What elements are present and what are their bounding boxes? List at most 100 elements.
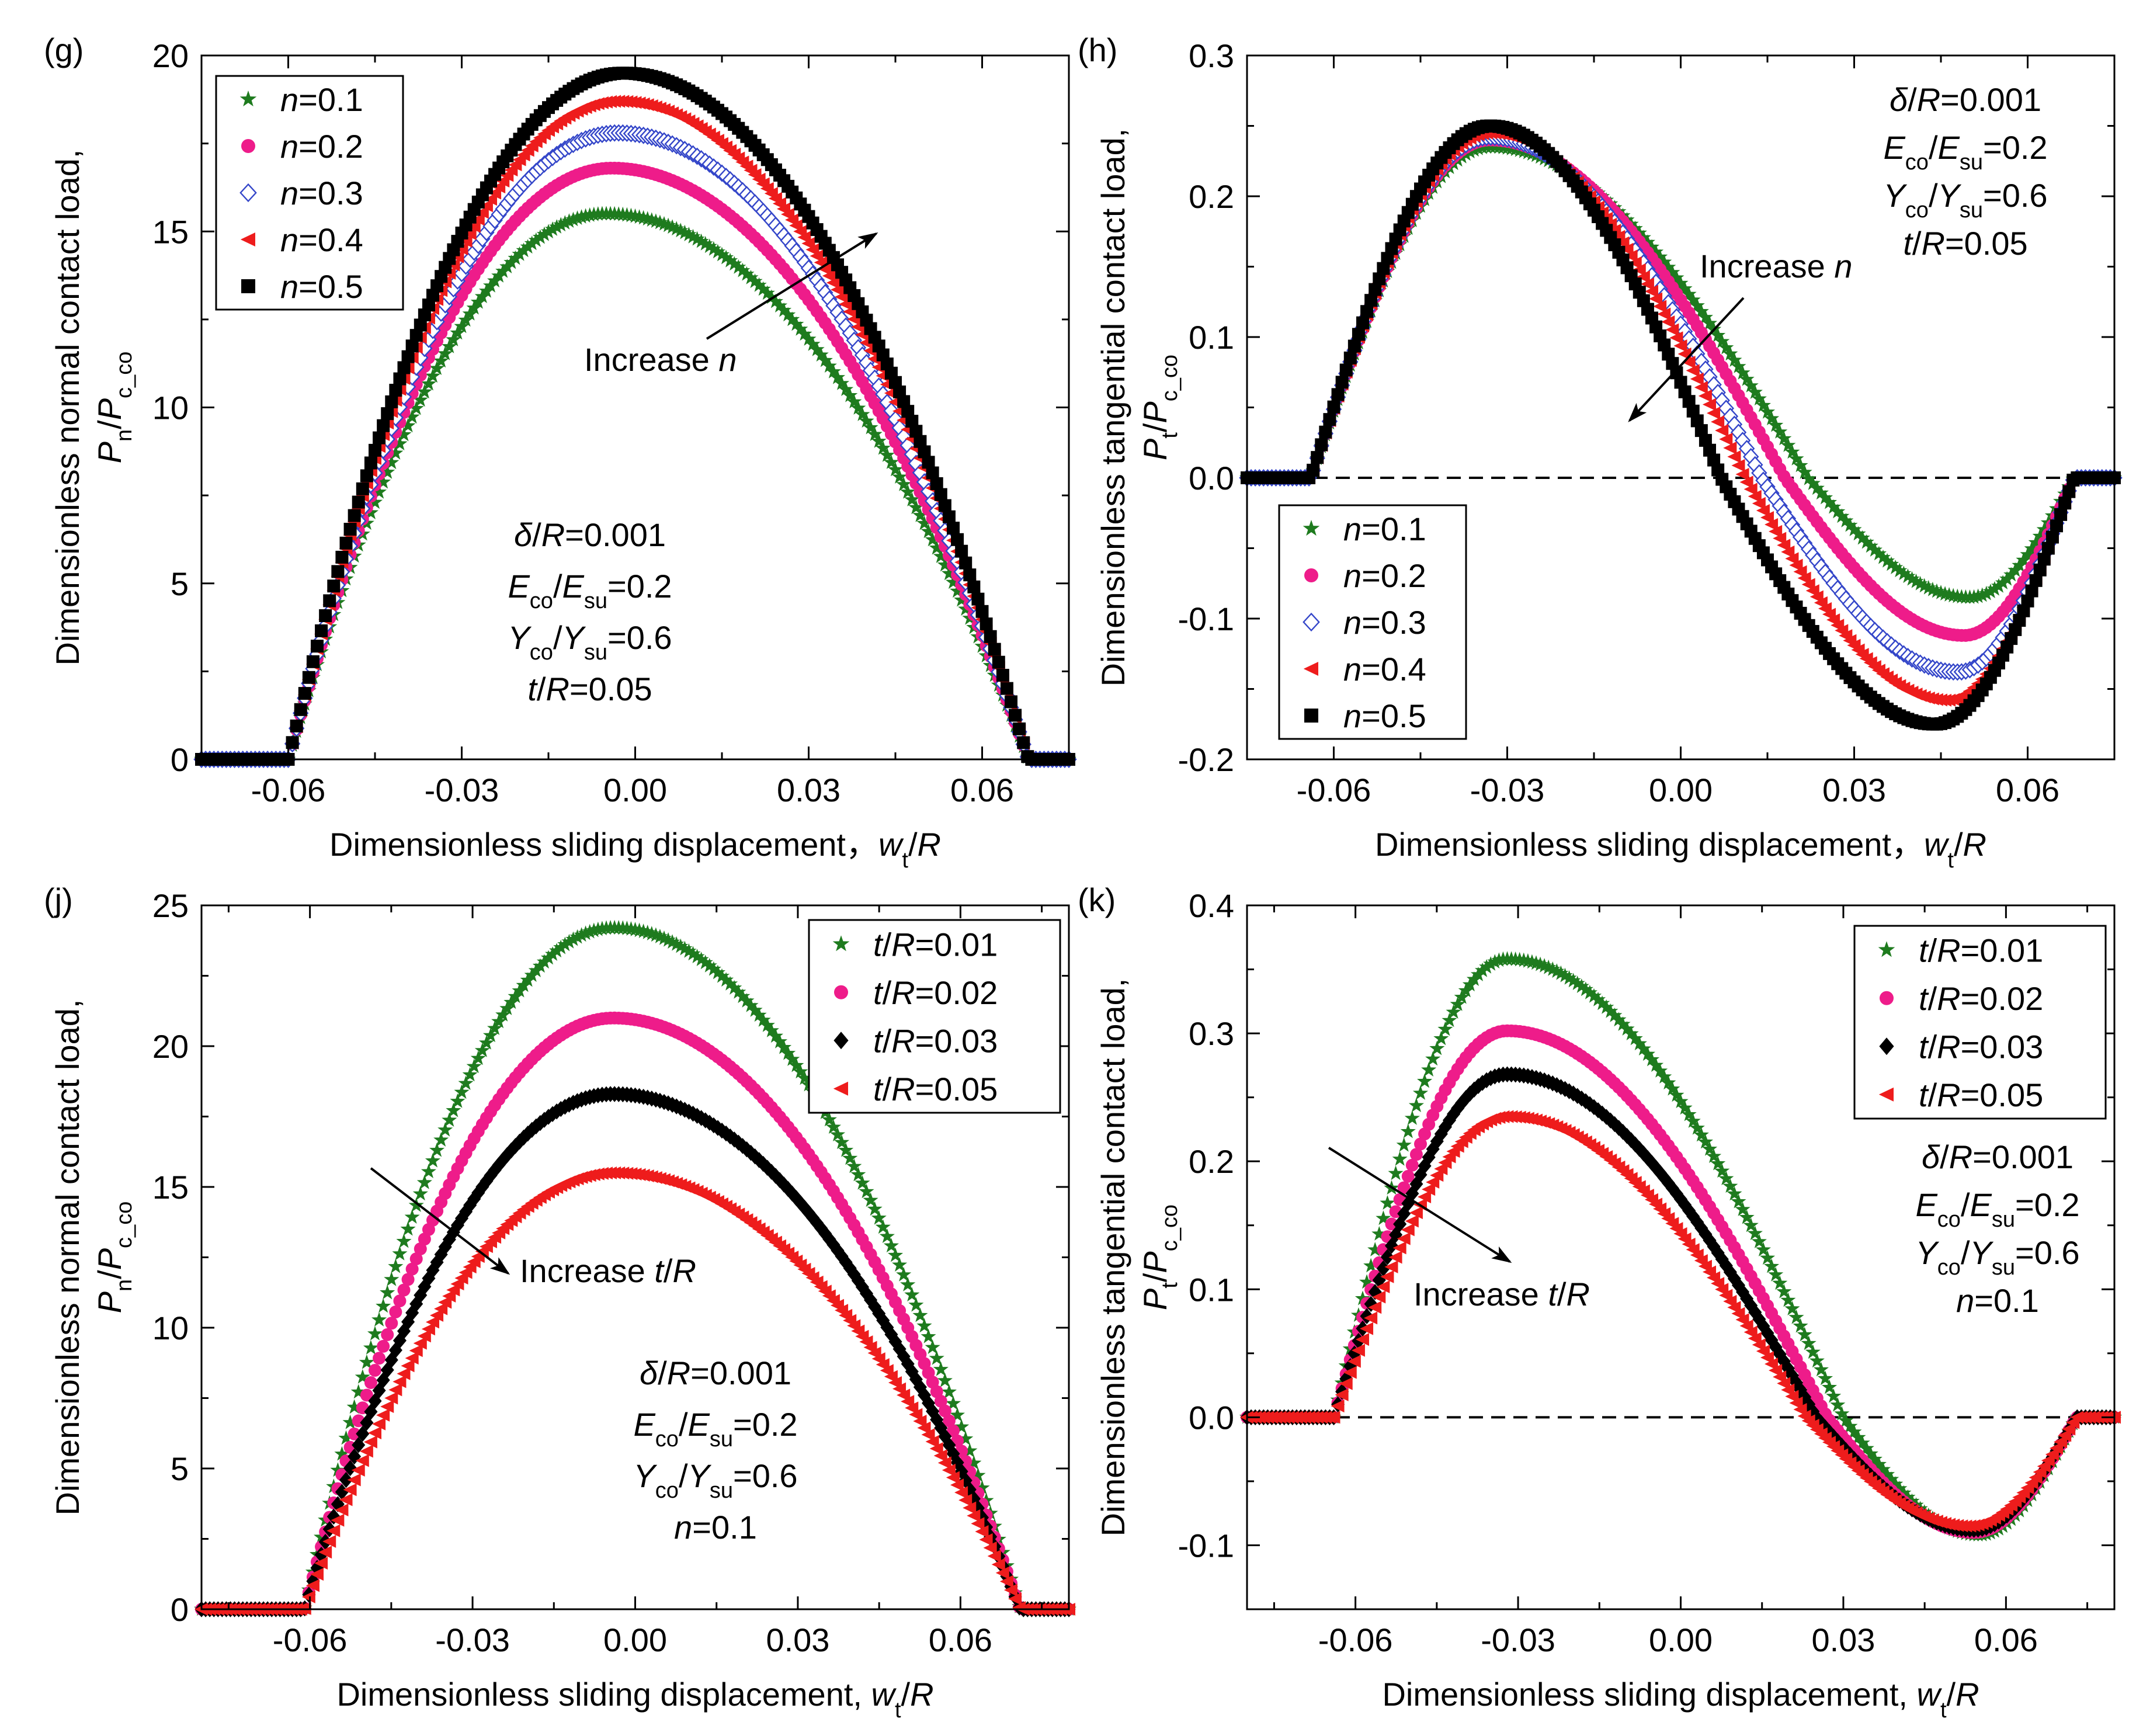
data-point <box>945 1395 961 1410</box>
y-tick-label: -0.1 <box>1178 600 1235 637</box>
data-point <box>1727 1186 1742 1201</box>
series-t/R=0.05 <box>1239 1110 2121 1533</box>
data-point <box>1769 1364 1783 1377</box>
data-point <box>1892 563 1908 578</box>
data-point <box>389 384 402 397</box>
data-point <box>1404 1110 1420 1125</box>
data-point <box>855 407 870 421</box>
data-point <box>1748 1332 1762 1345</box>
data-point <box>528 232 544 247</box>
data-point <box>495 263 511 278</box>
data-point <box>376 1298 391 1313</box>
y-tick-label: 0.1 <box>1189 319 1234 356</box>
data-point <box>422 1270 436 1287</box>
data-point <box>826 276 840 290</box>
data-point <box>838 381 854 396</box>
y-tick-label: -0.2 <box>1178 741 1235 778</box>
data-point <box>414 318 427 332</box>
data-point <box>1442 1012 1457 1027</box>
data-point <box>1607 224 1621 237</box>
data-point <box>1627 1030 1643 1046</box>
data-point <box>377 419 390 432</box>
y-tick-label: 0.3 <box>1189 37 1234 74</box>
data-point <box>372 1382 386 1399</box>
data-point <box>302 671 315 684</box>
data-point <box>950 583 965 598</box>
data-point <box>875 1219 891 1234</box>
y-axis-symbol: Pt/Pc_co <box>1137 355 1182 460</box>
data-point <box>459 1203 473 1220</box>
data-point <box>1335 376 1349 389</box>
data-point <box>896 1266 912 1282</box>
data-point <box>1595 1105 1609 1122</box>
data-point <box>921 1428 935 1442</box>
data-point <box>1331 1400 1345 1413</box>
data-point <box>1388 1251 1402 1264</box>
data-point <box>467 220 481 233</box>
data-point <box>801 237 815 250</box>
data-point <box>825 363 841 379</box>
data-point <box>723 975 738 991</box>
data-point <box>1475 962 1491 977</box>
data-point <box>421 1164 436 1178</box>
data-point <box>569 210 585 225</box>
data-point <box>1669 1185 1683 1202</box>
data-point <box>908 499 924 515</box>
data-point <box>916 515 932 530</box>
data-point <box>1611 230 1626 243</box>
data-point <box>540 950 557 965</box>
data-point <box>484 1167 498 1184</box>
data-point <box>561 213 577 228</box>
data-point <box>805 243 819 256</box>
x-tick-label: -0.06 <box>1297 772 1371 808</box>
data-point <box>400 418 416 433</box>
data-point <box>1995 575 2011 589</box>
data-point <box>1335 1388 1349 1401</box>
data-point <box>1541 959 1557 974</box>
x-tick-label: 0.03 <box>766 1622 829 1658</box>
data-point <box>1769 525 1783 538</box>
data-point <box>1801 1335 1817 1350</box>
data-point <box>999 1575 1013 1588</box>
data-point <box>487 273 503 288</box>
data-point <box>418 308 431 322</box>
y-tick-label: 10 <box>152 390 189 426</box>
data-point <box>867 426 883 441</box>
legend: n=0.1 n=0.2 n=0.3 n=0.4 n=0.5 <box>1278 504 1467 740</box>
data-point <box>1401 1223 1415 1237</box>
data-point <box>1711 1245 1725 1261</box>
data-point <box>405 1262 419 1276</box>
data-point <box>364 1404 378 1420</box>
data-point <box>859 1183 874 1199</box>
data-point <box>1425 1051 1441 1066</box>
data-point <box>1764 1357 1779 1371</box>
data-point <box>310 1568 324 1581</box>
data-point <box>883 454 899 469</box>
legend-marker <box>1303 612 1320 632</box>
data-point <box>1376 1260 1390 1277</box>
data-point <box>1756 1318 1770 1335</box>
data-point <box>482 1027 499 1043</box>
data-point <box>797 1070 812 1085</box>
data-point <box>1739 371 1755 386</box>
data-point <box>967 1509 981 1522</box>
panel-label: (j) <box>44 881 73 918</box>
data-point <box>1875 1461 1891 1477</box>
data-point <box>1735 364 1751 380</box>
data-point <box>905 1401 919 1415</box>
data-point <box>437 1122 453 1137</box>
data-point <box>401 350 415 363</box>
data-point <box>1661 1075 1676 1090</box>
data-point <box>1768 1266 1784 1282</box>
data-point <box>1747 384 1763 399</box>
data-point <box>900 1276 916 1291</box>
data-point <box>1854 530 1870 545</box>
data-point <box>933 1449 947 1463</box>
data-point <box>1565 973 1581 988</box>
data-point <box>975 1525 989 1539</box>
data-point <box>1896 565 1912 581</box>
data-point <box>1644 239 1660 254</box>
trend-annotation: Increase t/R <box>1413 1276 1590 1313</box>
data-point <box>1797 464 1812 479</box>
data-point <box>1005 695 1017 709</box>
